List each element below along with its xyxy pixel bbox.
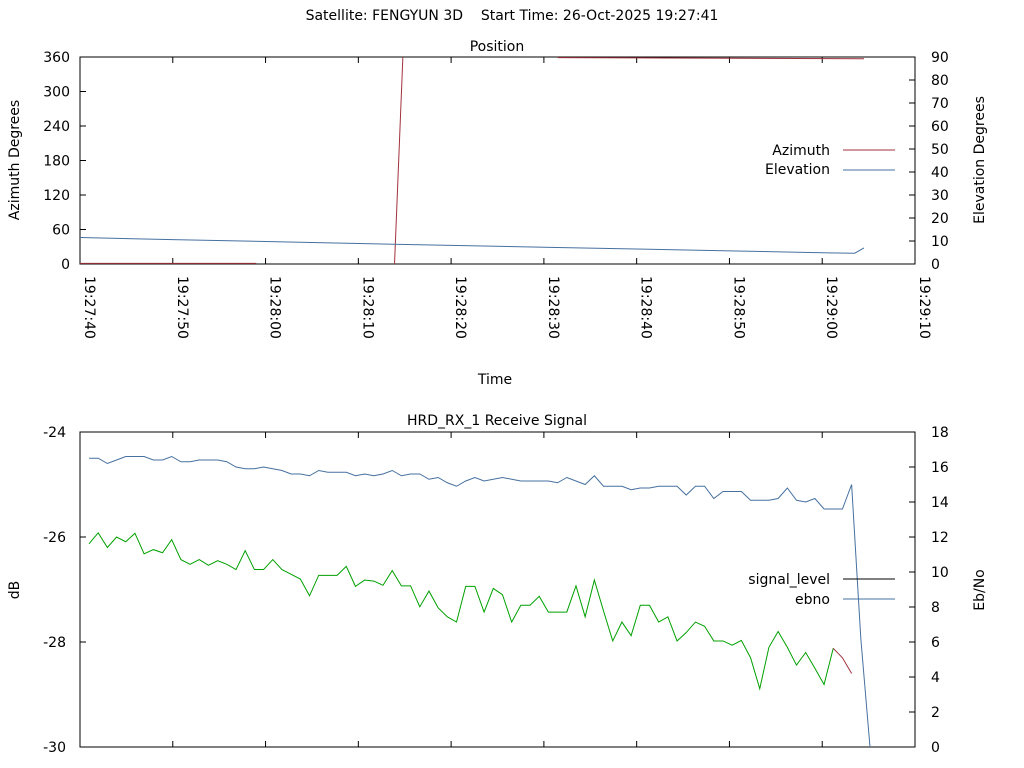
signal-y2-tick-label: 18 (931, 425, 949, 441)
position-y2-tick-label: 70 (931, 96, 949, 112)
position-y-tick-label: 240 (43, 119, 70, 135)
position-y2-tick-label: 90 (931, 50, 949, 66)
position-x-tick-label: 19:28:10 (359, 276, 375, 339)
position-x-tick-label: 19:27:50 (174, 276, 190, 339)
position-y2-tick-label: 20 (931, 211, 949, 227)
legend-label-signal-level: signal_level (748, 572, 830, 588)
signal-y2-tick-label: 10 (931, 565, 949, 581)
signal-plot-title: HRD_RX_1 Receive Signal (407, 413, 587, 429)
position-y2-tick-label: 0 (931, 257, 940, 273)
signal-legend: signal_level ebno (748, 572, 895, 608)
signal-y2-tick-label: 6 (931, 635, 940, 651)
position-x-tick-label: 19:28:20 (452, 276, 468, 339)
signal-y2-tick-label: 12 (931, 530, 949, 546)
signal-plot-frame (79, 431, 916, 748)
signal-y-tick-label: -26 (43, 530, 66, 546)
azimuth-line (557, 57, 864, 60)
signal-level-tail (832, 647, 853, 674)
position-series (79, 56, 865, 265)
ebno-line (89, 455, 871, 748)
signal-y2-tick-label: 4 (931, 670, 940, 686)
azimuth-line (394, 56, 404, 265)
position-x-tick-label: 19:28:00 (267, 276, 283, 339)
position-y-axis-label: Azimuth Degrees (7, 100, 23, 220)
position-plot-title: Position (470, 39, 525, 55)
position-legend: Azimuth Elevation (765, 143, 895, 178)
position-y-tick-label: 180 (43, 154, 70, 170)
signal-y2-tick-label: 14 (931, 495, 949, 511)
signal-y-tick-label: -28 (43, 635, 66, 651)
position-y-tick-label: 0 (61, 257, 70, 273)
position-x-tick-label: 19:27:40 (81, 276, 97, 339)
position-y-tick-label: 300 (43, 85, 70, 101)
figure-title: Satellite: FENGYUN 3D Start Time: 26-Oct… (305, 8, 719, 24)
elevation-line (79, 237, 865, 254)
position-y-tick-label: 120 (43, 188, 70, 204)
legend-label-ebno: ebno (795, 592, 830, 608)
signal-y2-tick-label: 16 (931, 460, 949, 476)
legend-label-azimuth: Azimuth (772, 143, 830, 159)
position-x-tick-label: 19:28:40 (638, 276, 654, 339)
signal-y2-tick-label: 2 (931, 705, 940, 721)
signal-y2-tick-label: 0 (931, 740, 940, 756)
signal-y-tick-label: -30 (43, 740, 66, 756)
legend-label-elevation: Elevation (765, 162, 830, 178)
signal-y-tick-label: -24 (43, 425, 66, 441)
position-x-tick-label: 19:29:00 (823, 276, 839, 339)
position-y2-tick-label: 50 (931, 142, 949, 158)
position-y2-tick-label: 60 (931, 119, 949, 135)
position-x-tick-label: 19:28:30 (545, 276, 561, 339)
signal-axes: -30 -28 -26 -24 0 2 4 6 8 10 12 14 16 18 (43, 425, 949, 756)
position-x-tick-label: 19:28:50 (730, 276, 746, 339)
position-y2-tick-label: 10 (931, 234, 949, 250)
signal-y-axis-label: dB (7, 581, 23, 600)
signal-y2-tick-label: 8 (931, 600, 940, 616)
signal-series (88, 455, 871, 748)
position-y-tick-label: 360 (43, 50, 70, 66)
position-x-tick-label: 19:29:10 (916, 276, 932, 339)
position-y2-tick-label: 80 (931, 73, 949, 89)
position-y-tick-label: 60 (52, 223, 70, 239)
position-x-axis-label: Time (477, 372, 512, 388)
position-y2-tick-label: 40 (931, 165, 949, 181)
position-y2-axis-label: Elevation Degrees (972, 96, 988, 224)
position-axes: 0 60 120 180 240 300 360 0 10 20 30 40 50 60 70 80 90 19:… (43, 50, 949, 339)
signal-y2-axis-label: Eb/No (972, 569, 988, 611)
position-plot-frame (79, 56, 916, 265)
position-y2-tick-label: 30 (931, 188, 949, 204)
signal-level-line (88, 531, 834, 691)
